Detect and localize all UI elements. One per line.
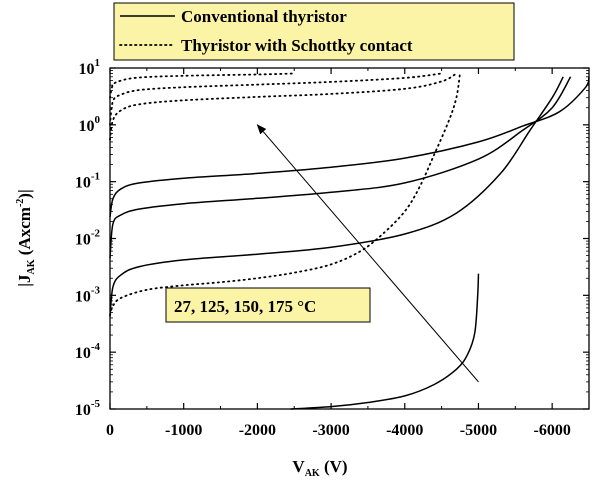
y-tick-label: 101: [79, 57, 101, 78]
x-tick-label: -3000: [312, 422, 349, 439]
series-line-dotted-175c: [109, 72, 296, 99]
x-tick-label: -5000: [460, 422, 497, 439]
series-layer: [109, 72, 590, 410]
series-line-solid-27c: [290, 273, 480, 410]
annotation-arrow: [256, 124, 479, 383]
plot-area-frame: [109, 67, 590, 410]
y-tick-label: 10-3: [75, 284, 101, 305]
y-axis: 10-5 10-4 10-3 10-2 10-1 100 101: [75, 57, 589, 419]
series-line-solid-125c: [109, 76, 564, 317]
y-tick-label: 10-4: [75, 341, 101, 362]
x-axis: 0 -1000 -2000 -3000 -4000 -5000 -6000: [106, 68, 571, 439]
y-tick-label: 10-5: [75, 398, 101, 419]
x-tick-label: -1000: [165, 422, 202, 439]
series-line-dotted-125c: [109, 72, 458, 141]
x-tick-label: -6000: [533, 422, 570, 439]
legend-label-schottky: Thyristor with Schottky contact: [181, 36, 413, 55]
x-axis-title: VAK (V): [292, 457, 347, 479]
annotation-label: 27, 125, 150, 175 °C: [174, 297, 316, 316]
annotation-box: [165, 287, 371, 323]
y-axis-title: |JAK (Axcm-2)|: [15, 189, 37, 286]
x-tick-label: 0: [106, 422, 114, 439]
x-tick-label: -2000: [239, 422, 276, 439]
series-line-solid-175c: [109, 76, 590, 218]
x-tick-label: -4000: [386, 422, 423, 439]
series-line-dotted-150c: [109, 72, 443, 126]
temperature-annotation: 27, 125, 150, 175 °C: [165, 124, 479, 383]
y-tick-label: 100: [79, 114, 101, 135]
series-line-solid-150c: [109, 76, 572, 259]
legend-label-conventional: Conventional thyristor: [181, 7, 347, 26]
legend-box: [113, 2, 515, 61]
series-line-dotted-27c: [109, 72, 461, 316]
legend: Conventional thyristor Thyristor with Sc…: [113, 2, 515, 61]
y-tick-label: 10-1: [75, 171, 100, 192]
y-tick-label: 10-2: [75, 228, 101, 249]
